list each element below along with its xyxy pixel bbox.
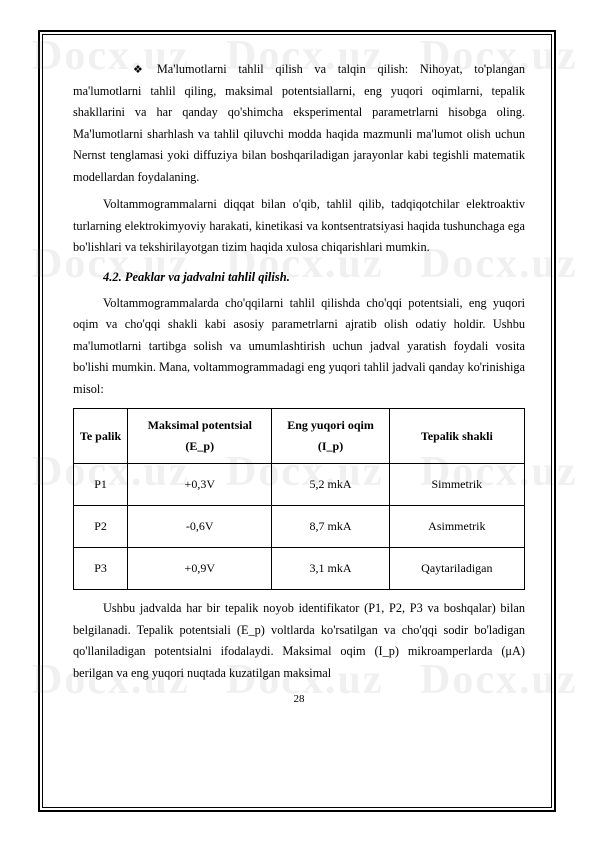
table-header: Maksimal potentsial (E_p) [128, 409, 272, 464]
diamond-bullet-icon: ❖ [103, 61, 143, 80]
table-cell: +0,9V [128, 548, 272, 590]
paragraph: Ushbu jadvalda har bir tepalik noyob ide… [73, 598, 525, 684]
table-header: Te palik [74, 409, 128, 464]
table-cell: P1 [74, 464, 128, 506]
table-row: P2 -0,6V 8,7 mkA Asimmetrik [74, 506, 525, 548]
paragraph: Voltammogrammalarda cho'qqilarni tahlil … [73, 293, 525, 401]
table-cell: P2 [74, 506, 128, 548]
document-content: ❖Ma'lumotlarni tahlil qilish va talqin q… [73, 59, 525, 709]
table-cell: Asimmetrik [389, 506, 524, 548]
table-cell: +0,3V [128, 464, 272, 506]
paragraph: Voltammogrammalarni diqqat bilan o'qib, … [73, 194, 525, 259]
table-cell: 5,2 mkA [272, 464, 389, 506]
paragraph-text: Ma'lumotlarni tahlil qilish va talqin qi… [73, 62, 525, 184]
table-header: Tepalik shakli [389, 409, 524, 464]
section-heading: 4.2. Peaklar va jadvalni tahlil qilish. [73, 267, 525, 289]
table-row: P3 +0,9V 3,1 mkA Qaytariladigan [74, 548, 525, 590]
table-cell: Qaytariladigan [389, 548, 524, 590]
table-header-row: Te palik Maksimal potentsial (E_p) Eng y… [74, 409, 525, 464]
data-table: Te palik Maksimal potentsial (E_p) Eng y… [73, 408, 525, 590]
table-cell: 3,1 mkA [272, 548, 389, 590]
table-cell: P3 [74, 548, 128, 590]
table-header: Eng yuqori oqim (I_p) [272, 409, 389, 464]
table-cell: 8,7 mkA [272, 506, 389, 548]
table-cell: Simmetrik [389, 464, 524, 506]
bullet-paragraph: ❖Ma'lumotlarni tahlil qilish va talqin q… [73, 59, 525, 188]
table-row: P1 +0,3V 5,2 mkA Simmetrik [74, 464, 525, 506]
table-cell: -0,6V [128, 506, 272, 548]
page-number: 28 [73, 690, 525, 709]
